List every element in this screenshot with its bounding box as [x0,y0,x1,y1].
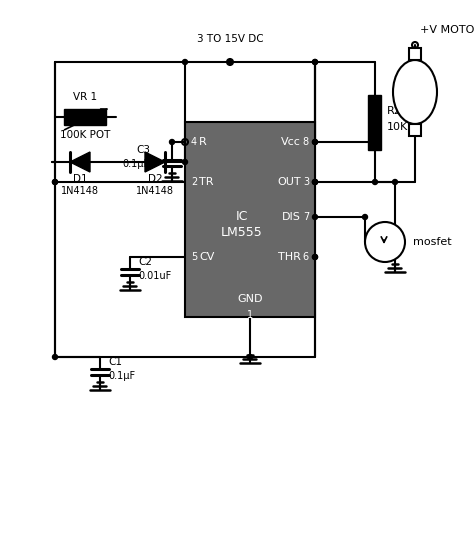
Text: C2: C2 [138,257,152,267]
Circle shape [312,60,318,65]
Text: 1N4148: 1N4148 [61,186,99,196]
Text: THR: THR [278,252,301,262]
Bar [368,94,382,150]
Text: TR: TR [199,177,213,187]
Circle shape [312,60,318,65]
Text: R: R [199,137,207,147]
Circle shape [312,140,318,145]
Circle shape [53,179,57,184]
Text: CV: CV [199,252,214,262]
Text: C1: C1 [108,357,122,367]
Text: LM555: LM555 [221,226,263,238]
Circle shape [247,354,253,359]
Text: 10K: 10K [387,122,408,132]
Text: IC: IC [236,210,248,224]
Text: 7: 7 [303,212,309,222]
Text: 8: 8 [303,137,309,147]
Text: VR 1: VR 1 [73,92,97,102]
Circle shape [392,179,398,184]
Ellipse shape [393,60,437,124]
Text: GND: GND [237,294,263,304]
Circle shape [182,60,188,65]
Polygon shape [70,152,90,172]
Bar [409,48,421,60]
Text: R2: R2 [387,106,402,116]
Circle shape [365,222,405,262]
Text: 0.1µF: 0.1µF [108,371,135,381]
Circle shape [312,254,318,259]
Circle shape [363,215,367,220]
Circle shape [312,179,318,184]
Circle shape [53,179,57,184]
Text: DIS: DIS [282,212,301,222]
Circle shape [53,354,57,359]
Text: 100K POT: 100K POT [60,130,110,140]
Bar [409,124,421,136]
Text: mosfet: mosfet [413,237,452,247]
Text: D1: D1 [73,174,87,184]
Bar [185,122,315,317]
Text: 4: 4 [191,137,197,147]
Text: 3 TO 15V DC: 3 TO 15V DC [197,34,264,44]
Circle shape [312,140,318,145]
Text: 0.01uF: 0.01uF [138,271,171,281]
Text: 1N4148: 1N4148 [136,186,174,196]
Text: 1: 1 [247,310,253,320]
Circle shape [312,179,318,184]
Bar [64,109,106,125]
Text: 5: 5 [191,252,197,262]
Text: 6: 6 [303,252,309,262]
Text: 2: 2 [191,177,197,187]
Text: 3: 3 [303,177,309,187]
Circle shape [312,254,318,259]
Text: 0.1µF: 0.1µF [123,159,150,169]
Circle shape [312,179,318,184]
Circle shape [373,179,377,184]
Text: +V MOTOR: +V MOTOR [420,25,474,35]
Text: Vcc: Vcc [281,137,301,147]
Polygon shape [145,152,165,172]
Text: D2: D2 [148,174,162,184]
Circle shape [312,215,318,220]
Text: C3: C3 [136,145,150,155]
Circle shape [228,60,233,65]
Text: OUT: OUT [277,177,301,187]
Circle shape [182,160,188,164]
Circle shape [170,140,174,145]
